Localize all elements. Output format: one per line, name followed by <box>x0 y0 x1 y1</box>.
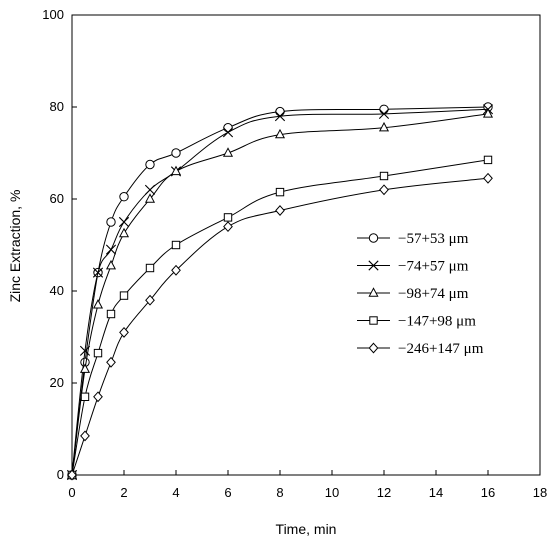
x-axis-title: Time, min <box>276 521 337 537</box>
legend-item: −57+53 μm <box>357 231 469 247</box>
x-tick-label: 10 <box>325 485 339 500</box>
legend-marker <box>368 342 379 354</box>
data-point <box>92 267 104 278</box>
data-point <box>145 159 155 170</box>
data-point <box>378 108 390 119</box>
data-point <box>119 291 129 300</box>
data-point <box>483 172 493 184</box>
data-point <box>223 213 233 222</box>
legend-label: −74+57 μm <box>398 259 469 275</box>
y-tick-label: 40 <box>50 283 64 298</box>
legend-item: −98+74 μm <box>357 286 469 302</box>
data-point <box>378 121 390 132</box>
data-point <box>80 392 90 402</box>
data-point <box>80 430 90 442</box>
data-point <box>275 187 285 197</box>
data-point <box>106 309 116 319</box>
data-point <box>79 363 91 373</box>
data-point <box>223 221 233 233</box>
data-point <box>144 184 156 195</box>
data-point <box>106 217 116 227</box>
data-point <box>119 326 129 338</box>
x-tick-label: 18 <box>533 485 547 500</box>
data-point <box>483 155 493 165</box>
data-point <box>145 263 155 273</box>
data-point <box>145 294 155 306</box>
data-point <box>379 171 389 181</box>
data-point <box>118 216 130 228</box>
data-point <box>274 128 286 139</box>
data-point <box>222 127 234 138</box>
legend-label: −246+147 μm <box>398 341 484 357</box>
plot-border <box>71 14 541 476</box>
series-line <box>71 159 489 476</box>
x-axis-ticks: 0 2 4 6 8 10 12 14 16 18 <box>68 470 547 500</box>
data-point <box>275 106 285 117</box>
legend-marker <box>369 316 378 325</box>
x-tick-label: 6 <box>224 485 231 500</box>
x-tick-label: 16 <box>481 485 495 500</box>
data-point <box>379 184 389 196</box>
legend-item: −74+57 μm <box>357 259 469 275</box>
data-point <box>144 193 156 203</box>
y-tick-label: 20 <box>50 375 64 390</box>
y-tick-label: 80 <box>50 99 64 114</box>
data-point <box>93 391 103 403</box>
y-axis-ticks: 0 20 40 60 80 100 <box>42 7 77 482</box>
y-axis-title: Zinc Extraction, % <box>7 190 23 303</box>
y-tick-label: 60 <box>50 191 64 206</box>
x-tick-label: 8 <box>276 485 283 500</box>
data-point <box>379 104 389 115</box>
series-layer <box>66 102 494 481</box>
series-diamond <box>67 172 493 481</box>
legend: −57+53 μm −74+57 μm −98+74 μm −147+98 μm −24… <box>357 231 484 357</box>
data-point <box>170 165 182 176</box>
data-point <box>93 348 103 358</box>
data-point <box>171 148 181 158</box>
legend-label: −147+98 μm <box>398 314 476 330</box>
data-point <box>171 240 181 250</box>
data-point <box>67 469 77 481</box>
data-point <box>482 108 494 118</box>
legend-label: −98+74 μm <box>398 286 469 302</box>
legend-marker <box>368 260 379 271</box>
legend-item: −147+98 μm <box>357 314 476 330</box>
data-point <box>105 244 117 255</box>
x-tick-label: 14 <box>429 485 443 500</box>
data-point <box>118 227 130 238</box>
data-point <box>92 299 104 309</box>
series-line <box>71 177 489 476</box>
legend-marker <box>368 287 379 297</box>
data-point <box>171 264 181 276</box>
data-point <box>275 205 285 216</box>
x-tick-label: 2 <box>120 485 127 500</box>
data-point <box>274 111 286 122</box>
legend-label: −57+53 μm <box>398 231 469 247</box>
data-point <box>119 192 129 202</box>
data-point <box>105 259 117 270</box>
y-tick-label: 100 <box>42 7 64 22</box>
x-tick-label: 4 <box>172 485 179 500</box>
data-point <box>222 147 234 157</box>
legend-marker <box>368 233 379 243</box>
data-point <box>106 356 116 368</box>
y-tick-label: 0 <box>57 467 64 482</box>
x-tick-label: 12 <box>377 485 391 500</box>
plot-frame <box>71 14 541 476</box>
legend-item: −246+147 μm <box>357 341 484 357</box>
x-tick-label: 0 <box>68 485 75 500</box>
